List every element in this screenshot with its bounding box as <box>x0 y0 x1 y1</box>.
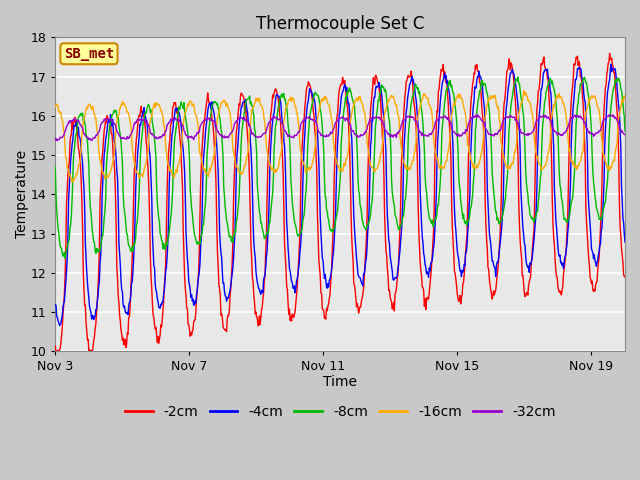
Y-axis label: Temperature: Temperature <box>15 150 29 239</box>
Legend: -2cm, -4cm, -8cm, -16cm, -32cm: -2cm, -4cm, -8cm, -16cm, -32cm <box>119 399 561 424</box>
Text: SB_met: SB_met <box>64 47 114 61</box>
X-axis label: Time: Time <box>323 375 357 389</box>
Title: Thermocouple Set C: Thermocouple Set C <box>256 15 424 33</box>
